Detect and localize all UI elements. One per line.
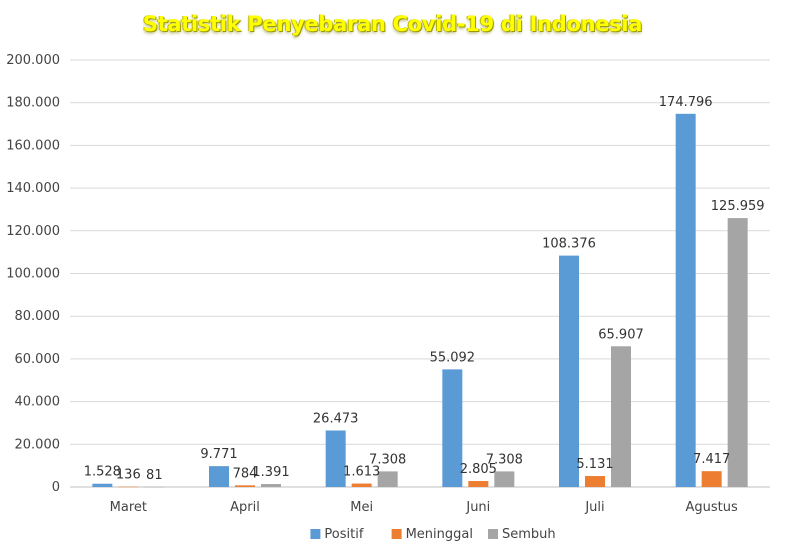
data-label: 1.613 [343,465,380,480]
y-tick-label: 0 [52,480,60,495]
x-tick-label: Juni [465,500,490,515]
bar-positif-april [209,466,229,487]
gridlines [70,59,770,488]
legend: Positif Meninggal Sembuh [310,527,556,542]
data-label: 5.131 [576,457,613,472]
data-label: 784 [233,466,258,481]
x-tick-label: Juli [584,500,604,515]
bar-positif-juli [559,255,579,487]
x-axis-ticks: Maret April Mei Juni Juli Agustus [110,500,738,515]
data-label: 55.092 [430,350,476,365]
x-tick-label: Mei [350,500,373,515]
data-label: 2.805 [460,462,497,477]
legend-item-meninggal: Meninggal [391,527,473,542]
y-tick-label: 200.000 [6,53,60,68]
legend-swatch [391,529,402,539]
y-tick-label: 180.000 [6,96,60,111]
bar-meninggal-mei [351,483,372,487]
bar-positif-mei [325,430,346,487]
bar-meninggal-maret [118,486,139,488]
bar-meninggal-april [235,485,255,487]
x-tick-label: Maret [110,500,147,515]
bar-positif-agustus [675,113,696,487]
bar-meninggal-agustus [701,471,722,487]
data-label: 108.376 [542,237,596,252]
x-tick-label: Agustus [686,500,738,515]
data-label: 125.959 [711,199,765,214]
legend-swatch [488,529,498,539]
data-label: 9.771 [200,447,237,462]
chart-title: Statistik Penyebaran Covid-19 di Indones… [142,12,643,36]
bar-sembuh-mei [377,471,398,487]
bar-sembuh-juli [611,346,631,487]
bar-meninggal-juli [585,476,605,487]
y-tick-label: 100.000 [6,267,60,282]
y-tick-label: 60.000 [15,352,61,367]
y-tick-label: 160.000 [6,138,60,153]
bar-positif-maret [92,483,113,487]
legend-item-sembuh: Sembuh [488,527,556,542]
data-label: 7.417 [693,452,730,467]
legend-label: Positif [324,527,363,542]
data-label: 26.473 [313,411,359,426]
y-tick-label: 120.000 [6,224,60,239]
bar-positif-juni [442,369,463,487]
data-label: 174.796 [659,95,713,110]
legend-label: Meninggal [406,527,473,542]
data-label: 136 [116,468,141,483]
data-label: 7.308 [369,452,406,467]
y-axis-ticks: 0 20.000 40.000 60.000 80.000 100.000 120.000 1… [6,53,60,495]
y-tick-label: 40.000 [15,395,61,410]
data-label: 65.907 [598,327,644,342]
y-tick-label: 140.000 [6,181,60,196]
data-label: 1.391 [252,465,289,480]
y-tick-label: 20.000 [15,437,61,452]
x-tick-label: April [230,500,260,515]
bar-sembuh-juni [494,471,515,487]
legend-label: Sembuh [502,527,556,542]
bars [92,113,748,488]
legend-swatch [310,529,321,539]
y-tick-label: 80.000 [15,309,61,324]
data-label: 1.528 [84,465,121,480]
legend-item-positif: Positif [310,527,364,542]
data-label: 81 [146,468,163,483]
data-label: 7.308 [486,452,523,467]
bar-sembuh-april [261,484,281,487]
bar-sembuh-maret [144,486,165,488]
bar-meninggal-juni [468,481,489,487]
bar-sembuh-agustus [727,218,748,488]
